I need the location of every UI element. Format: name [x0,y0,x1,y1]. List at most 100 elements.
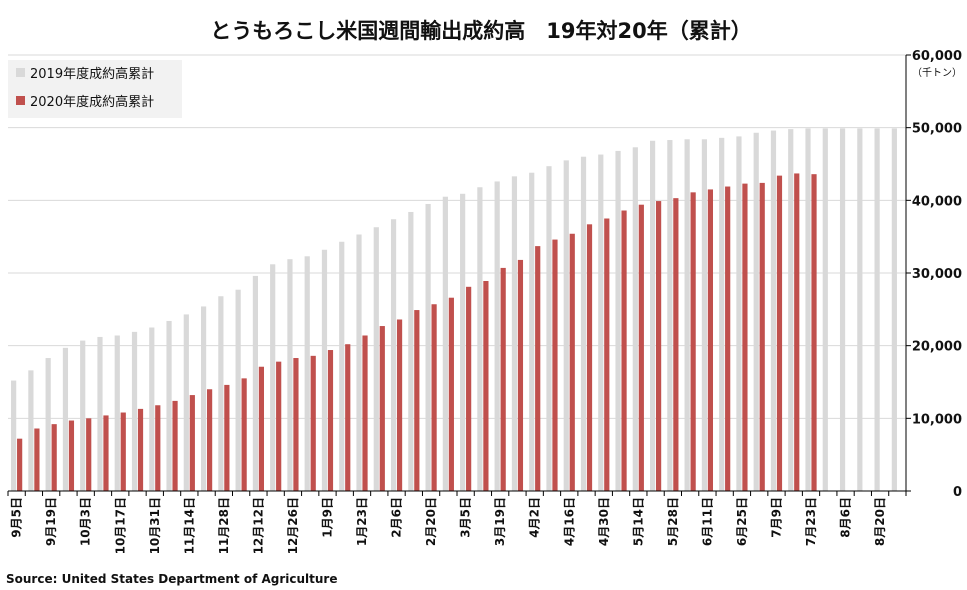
bar-2020 [448,297,454,491]
bar-2019 [857,128,863,492]
bar-2020 [621,210,627,492]
bar-2019 [62,347,69,491]
bar-2020 [604,218,610,491]
bar-2019 [252,275,259,491]
x-tick-label: 8月20日 [873,497,887,546]
bar-2020 [224,384,230,491]
bar-2019 [460,193,466,491]
bar-2019 [511,176,518,491]
bar-2019 [149,327,155,491]
bar-2019 [719,137,725,491]
bar-2019 [270,264,276,491]
x-tick-label: 10月3日 [79,497,93,546]
bar-2020 [690,192,696,491]
x-tick-label: 5月14日 [631,497,645,546]
bar-2020 [483,280,489,491]
bar-2019 [770,130,777,491]
x-tick-label: 9月5日 [10,497,24,538]
x-tick-label: 9月19日 [44,497,58,546]
bar-2020 [742,183,748,491]
y-tick-label: 60,000 [912,49,962,64]
bar-2020 [517,259,524,491]
x-tick-label: 8月6日 [839,497,853,538]
bar-2019 [442,196,448,491]
bar-2019 [183,314,189,491]
bar-2020 [655,201,662,491]
bar-2020 [431,304,437,491]
x-tick-label: 6月25日 [735,497,749,546]
bar-2019 [667,140,673,491]
y-tick-label: 30,000 [912,267,962,282]
legend-background [8,60,182,118]
bar-2019 [598,154,604,491]
y-tick-label: 50,000 [912,122,962,137]
bar-2020 [345,344,351,491]
bar-2019 [425,203,431,491]
bar-2020 [155,405,161,491]
x-tick-label: 12月26日 [286,497,300,554]
bar-2019 [356,234,362,491]
bar-2020 [189,395,195,491]
legend-swatch-2019 [16,68,25,77]
bar-2019 [632,147,638,491]
bar-2019 [891,128,897,492]
bar-2020 [379,326,385,491]
bar-2020 [293,358,299,491]
bar-2020 [707,189,714,491]
y-tick-label: 0 [953,485,962,500]
x-tick-label: 10月31日 [148,497,162,554]
x-tick-label: 12月12日 [251,497,265,554]
bar-2019 [166,320,172,491]
x-tick-label: 2月20日 [424,497,438,546]
bar-2020 [103,415,109,491]
bar-2020 [241,378,247,491]
bar-2019 [477,187,483,491]
bar-2019 [11,380,17,491]
bar-2020 [86,418,92,491]
y-tick-label: 20,000 [912,340,962,355]
x-tick-label: 7月9日 [769,497,783,538]
bar-2020 [172,400,178,491]
bar-2020 [414,310,420,491]
bar-2020 [811,174,817,491]
legend-swatch-2020 [16,96,25,105]
bar-2020 [362,335,368,491]
bar-2020 [759,182,765,492]
bar-2019 [339,241,345,491]
bar-2019 [321,249,328,491]
bar-2020 [396,319,403,491]
x-tick-label: 1月23日 [355,497,369,546]
bar-2019 [736,136,742,492]
bar-2019 [131,331,138,491]
bar-2019 [97,336,103,491]
bar-2019 [408,211,414,491]
legend: 2019年度成約高累計 2020年度成約高累計 [8,60,182,118]
bar-2020 [327,350,334,491]
bar-2019 [235,289,241,491]
chart-title: とうもろこし米国週間輸出成約高 19年対20年（累計） [210,19,751,43]
x-tick-label: 1月9日 [320,497,334,538]
bar-2020 [569,233,575,491]
bar-2020 [310,355,316,491]
bar-2020 [466,286,472,491]
bar-2020 [51,424,57,491]
bar-2019 [753,132,759,491]
bar-2020 [258,366,265,491]
x-tick-label: 3月5日 [459,497,473,538]
source-note: Source: United States Department of Agri… [6,572,338,586]
bar-2020 [34,428,40,491]
bar-2020 [500,267,506,491]
bar-2019 [822,128,828,492]
bar-2019 [701,139,708,491]
legend-label-2020: 2020年度成約高累計 [30,94,154,110]
series-2020-bars [17,173,817,492]
bar-2019 [839,128,846,492]
bar-2019 [874,128,880,492]
bar-2020 [535,246,541,491]
bar-2020 [68,420,75,491]
bar-2019 [287,259,293,491]
x-tick-label: 11月28日 [217,497,231,554]
bar-2019 [114,335,120,491]
bar-2019 [373,227,379,491]
